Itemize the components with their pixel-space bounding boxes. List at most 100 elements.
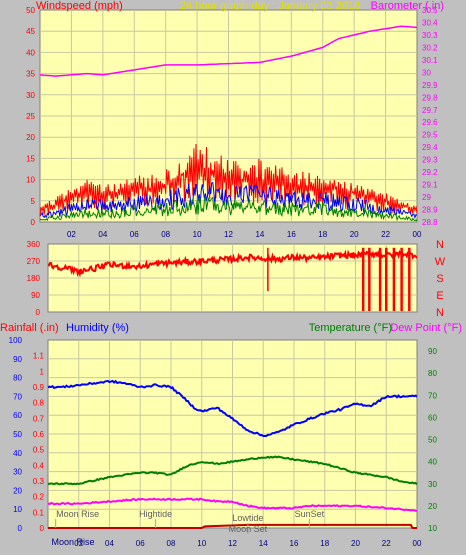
dewpoint-line [47,497,418,512]
barometer-y-tick: 30.1 [422,56,438,65]
barometer-y-tick: 29.2 [422,168,438,177]
wind-y-tick: 35 [26,70,35,79]
wind-y-tick: 0 [31,218,36,227]
wind-x-tick: 04 [98,230,107,239]
rainfall-y-tick: 0.9 [33,383,45,392]
wind-y-tick: 20 [26,133,35,142]
barometer-y-tick: 29.3 [422,156,438,165]
wind-low-line [39,195,418,222]
climate-x-tick: 12 [228,539,237,548]
barometer-y-tick: 30 [422,68,431,77]
wind-x-tick: 18 [318,230,327,239]
temperature-y-tick: 10 [428,524,437,533]
humidity-axis-label: Humidity (%) [66,322,129,334]
humidity-y-tick: 20 [13,486,22,495]
wind-series [39,143,418,222]
compass-label: E [436,290,443,302]
climate-x-tick: 10 [197,539,206,548]
climate-x-tick: 00 [413,539,422,548]
wind-x-tick: 12 [224,230,233,239]
temperature-y-tick: 80 [428,369,437,378]
direction-y-tick: 90 [31,291,40,300]
wind-y-tick: 10 [26,176,35,185]
windspeed-axis-label: Windspeed (mph) [36,0,123,12]
compass-label: N [436,307,444,319]
climate-x-ticks: 02 04 06 08 10 12 14 16 18 20 22 00 [74,539,422,548]
humidity-y-tick: 10 [13,505,22,514]
rainfall-y-tick: 1 [40,367,45,376]
climate-x-tick: 08 [167,539,176,548]
climate-x-tick: 16 [290,539,299,548]
wind-x-tick: 02 [67,230,76,239]
humidity-y-tick: 0 [18,524,23,533]
rainfall-y-tick: 0.5 [33,446,45,455]
climate-x-tick: 20 [351,539,360,548]
barometer-y-tick: 30.5 [422,6,438,15]
wind-x-tick: 14 [255,230,264,239]
wind-y-tick: 15 [26,154,35,163]
rainfall-y-tick: 0.1 [33,508,45,517]
event-label: SunSet [295,509,325,519]
direction-line [47,248,418,278]
barometer-y-tick: 29.6 [422,118,438,127]
climate-x-tick: 04 [105,539,114,548]
barometer-y-tick: 29 [422,193,431,202]
barometer-y-ticks: 28.8 28.9 29 29.1 29.2 29.3 29.4 29.5 29.6 29.7 29… [422,6,438,227]
wind-x-tick: 06 [130,230,139,239]
wind-x-tick: 22 [381,230,390,239]
temperature-y-tick: 60 [428,413,437,422]
temperature-y-tick: 30 [428,480,437,489]
wind-y-tick: 5 [31,197,36,206]
direction-y-tick: 0 [36,308,41,317]
humidity-y-tick: 40 [13,449,22,458]
wind-x-tick: 16 [287,230,296,239]
compass-label: S [436,273,443,285]
rainfall-y-tick: 0.4 [33,461,45,470]
barometer-y-tick: 29.5 [422,131,438,140]
wind-x-tick: 00 [413,230,422,239]
temperature-y-tick: 40 [428,458,437,467]
direction-y-tick: 180 [27,274,41,283]
barometer-y-tick: 29.8 [422,93,438,102]
barometer-line [39,25,418,77]
rainfall-y-tick: 0.8 [33,399,45,408]
climate-x-tick: 18 [320,539,329,548]
wind-y-tick: 25 [26,112,35,121]
temperature-y-tick: 20 [428,502,437,511]
direction-y-tick: 360 [27,240,41,249]
barometer-y-tick: 29.9 [422,81,438,90]
rainfall-y-ticks: 0 0.1 0.2 0.3 0.4 0.5 0.6 0.7 0.8 0.9 1 1.1 [33,352,45,533]
wind-y-tick: 45 [26,27,35,36]
barometer-y-tick: 30.3 [422,31,438,40]
dewpoint-axis-label: Dew Point (°F) [390,322,462,334]
direction-variability [267,247,411,312]
barometer-y-tick: 29.7 [422,106,438,115]
humidity-y-tick: 70 [13,392,22,401]
barometer-y-tick: 30.4 [422,18,438,27]
compass-label: W [435,256,446,268]
humidity-y-tick: 80 [13,374,22,383]
wind-y-tick: 40 [26,48,35,57]
humidity-y-tick: 90 [13,355,22,364]
humidity-y-tick: 60 [13,411,22,420]
humidity-y-ticks: 0 10 20 30 40 50 60 70 80 90 100 [9,336,23,533]
compass-label: N [436,239,444,251]
rainfall-y-tick: 0.7 [33,414,45,423]
temperature-y-tick: 90 [428,347,437,356]
event-label: Moon Rise [51,537,94,547]
event-label: Lowtide [232,513,263,523]
barometer-y-tick: 29.4 [422,143,438,152]
wind-y-ticks: 0 5 10 15 20 25 30 35 40 45 50 [26,6,35,227]
barometer-y-tick: 29.1 [422,181,438,190]
humidity-line [47,379,418,437]
climate-x-tick: 22 [382,539,391,548]
rainfall-y-tick: 0.3 [33,477,45,486]
event-label: Moon Set [229,524,268,534]
climate-x-tick: 14 [259,539,268,548]
barometer-y-tick: 30.2 [422,43,438,52]
rainfall-y-tick: 0.6 [33,430,45,439]
humidity-y-tick: 50 [13,430,22,439]
